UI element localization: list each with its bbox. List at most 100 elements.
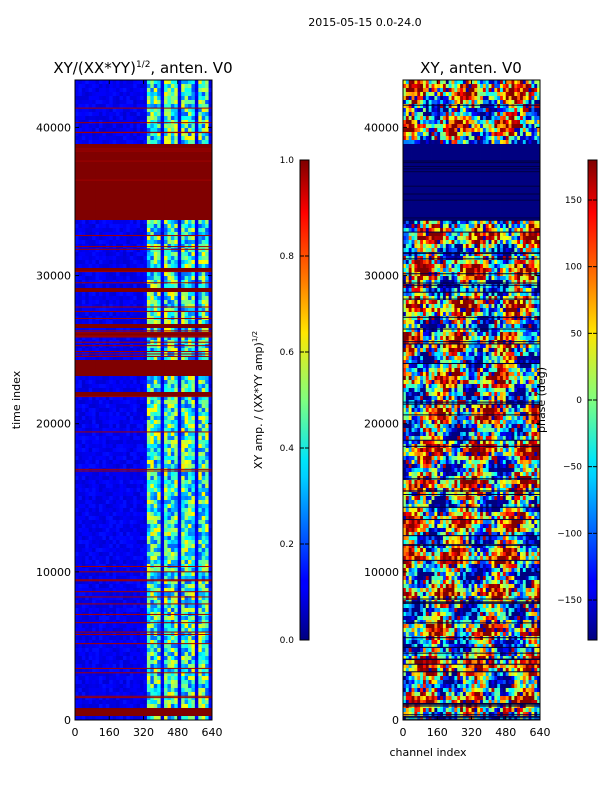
amplitude-cell — [112, 240, 117, 245]
amplitude-cell — [164, 108, 168, 113]
amplitude-cell — [116, 312, 120, 317]
amplitude-cell — [146, 212, 151, 217]
amplitude-cell — [146, 148, 151, 153]
amplitude-cell — [191, 436, 196, 441]
amplitude-cell — [170, 516, 175, 521]
amplitude-cell — [208, 304, 212, 309]
amplitude-cell — [129, 268, 134, 273]
amplitude-cell — [205, 156, 209, 161]
amplitude-cell — [119, 236, 124, 241]
amplitude-cell — [181, 88, 185, 93]
amplitude-cell — [146, 452, 151, 457]
amplitude-cell — [75, 208, 79, 213]
amplitude-cell — [129, 576, 134, 581]
amplitude-cell — [184, 440, 189, 445]
amplitude-cell — [85, 308, 90, 313]
amplitude-cell — [177, 544, 182, 549]
amplitude-cell — [133, 468, 138, 473]
amplitude-cell — [140, 400, 144, 405]
amplitude-cell — [119, 216, 124, 221]
amplitude-cell — [174, 284, 179, 289]
amplitude-cell — [102, 208, 107, 213]
amplitude-cell — [198, 520, 203, 525]
amplitude-cell — [143, 152, 148, 157]
amplitude-cell — [109, 268, 114, 273]
amplitude-cell — [105, 492, 110, 497]
amplitude-cell — [177, 376, 182, 381]
amplitude-cell — [81, 428, 86, 433]
amplitude-cell — [78, 560, 83, 565]
amplitude-cell — [126, 80, 131, 85]
amplitude-cell — [102, 452, 107, 457]
amplitude-cell — [116, 264, 120, 269]
amplitude-cell — [75, 480, 79, 485]
amplitude-cell — [119, 240, 124, 245]
amplitude-cell — [88, 568, 93, 573]
amplitude-cell — [184, 560, 189, 565]
amplitude-cell — [177, 344, 182, 349]
amplitude-cell — [150, 288, 155, 293]
amplitude-cell — [170, 412, 175, 417]
amplitude-cell — [170, 304, 175, 309]
amplitude-cell — [95, 180, 100, 185]
amplitude-cell — [201, 296, 206, 301]
amplitude-cell — [146, 240, 151, 245]
amplitude-cell — [88, 368, 93, 373]
amplitude-cell — [116, 392, 120, 397]
amplitude-cell — [184, 132, 189, 137]
amplitude-cell — [95, 132, 100, 137]
amplitude-cell — [129, 212, 134, 217]
amplitude-cell — [95, 216, 100, 221]
amplitude-cell — [126, 556, 131, 561]
amplitude-cell — [146, 260, 151, 265]
amplitude-cell — [92, 520, 96, 525]
amplitude-cell — [146, 376, 151, 381]
amplitude-cell — [177, 212, 182, 217]
amplitude-cell — [181, 540, 185, 545]
amplitude-cell — [191, 392, 196, 397]
amplitude-cell — [143, 436, 148, 441]
amplitude-cell — [126, 476, 131, 481]
amplitude-cell — [75, 256, 79, 261]
amplitude-cell — [112, 456, 117, 461]
amplitude-cell — [109, 356, 114, 361]
amplitude-cell — [81, 456, 86, 461]
amplitude-cell — [181, 180, 185, 185]
amplitude-cell — [136, 448, 141, 453]
amplitude-cell — [143, 380, 148, 385]
amplitude-cell — [140, 472, 144, 477]
amplitude-cell — [177, 504, 182, 509]
amplitude-cell — [140, 392, 144, 397]
amplitude-cell — [170, 500, 175, 505]
amplitude-cell — [157, 372, 162, 377]
amplitude-cell — [170, 252, 175, 257]
amplitude-cell — [119, 84, 124, 89]
amplitude-cell — [146, 532, 151, 537]
amplitude-cell — [164, 168, 168, 173]
amplitude-cell — [109, 480, 114, 485]
amplitude-cell — [102, 552, 107, 557]
amplitude-cell — [109, 288, 114, 293]
amplitude-cell — [116, 136, 120, 141]
amplitude-cell — [160, 440, 165, 445]
amplitude-cell — [184, 268, 189, 273]
amplitude-cell — [143, 488, 148, 493]
amplitude-cell — [201, 112, 206, 117]
amplitude-cell — [140, 448, 144, 453]
amplitude-cell — [129, 500, 134, 505]
amplitude-cell — [198, 288, 203, 293]
amplitude-cell — [119, 420, 124, 425]
amplitude-cell — [167, 504, 172, 509]
amplitude-cell — [157, 512, 162, 517]
amplitude-cell — [188, 276, 192, 281]
amplitude-cell — [167, 168, 172, 173]
amplitude-cell — [112, 288, 117, 293]
amplitude-cell — [85, 368, 90, 373]
amplitude-cell — [160, 360, 165, 365]
amplitude-cell — [205, 268, 209, 273]
amplitude-cell — [205, 92, 209, 97]
amplitude-cell — [95, 496, 100, 501]
amplitude-cell — [116, 504, 120, 509]
amplitude-cell — [188, 412, 192, 417]
amplitude-cell — [136, 308, 141, 313]
